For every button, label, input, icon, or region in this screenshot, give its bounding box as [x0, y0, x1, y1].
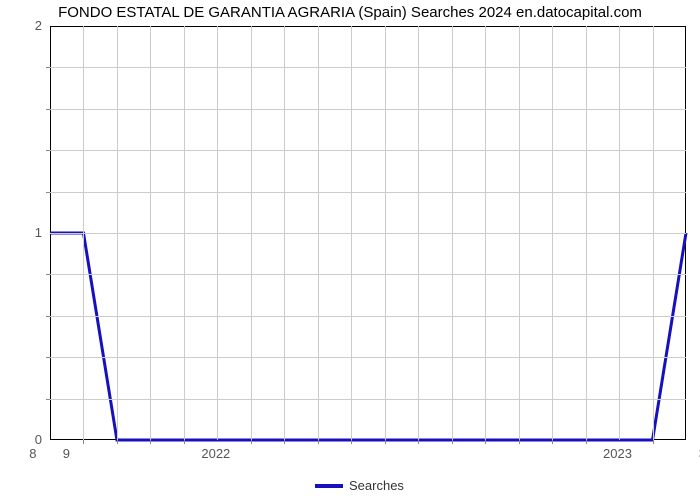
- y-axis-label: 2: [35, 18, 42, 33]
- grid-line-horizontal: [50, 357, 686, 358]
- x-axis-label: 2022: [201, 446, 230, 461]
- x-tick-minor: [519, 440, 520, 444]
- grid-line-horizontal: [50, 192, 686, 193]
- x-tick-minor: [452, 440, 453, 444]
- y-axis-label: 1: [35, 225, 42, 240]
- x-axis-outside-label: 8: [29, 446, 36, 461]
- x-tick-minor: [586, 440, 587, 444]
- y-tick-minor: [46, 192, 50, 193]
- chart-container: FONDO ESTATAL DE GARANTIA AGRARIA (Spain…: [0, 0, 700, 500]
- grid-line-horizontal: [50, 67, 686, 68]
- y-tick-minor: [46, 150, 50, 151]
- x-tick-minor: [351, 440, 352, 444]
- grid-line-horizontal: [50, 399, 686, 400]
- x-tick-minor: [150, 440, 151, 444]
- x-tick-minor: [485, 440, 486, 444]
- y-tick-minor: [46, 274, 50, 275]
- x-tick-minor: [318, 440, 319, 444]
- y-tick-minor: [46, 357, 50, 358]
- x-tick-minor: [117, 440, 118, 444]
- grid-line-horizontal: [50, 150, 686, 151]
- grid-line-horizontal: [50, 316, 686, 317]
- x-tick-minor: [552, 440, 553, 444]
- grid-line-horizontal: [50, 233, 686, 234]
- x-tick-minor: [418, 440, 419, 444]
- x-tick-minor: [83, 440, 84, 444]
- y-tick-minor: [46, 67, 50, 68]
- x-axis-label: 2023: [603, 446, 632, 461]
- y-axis-label: 0: [35, 432, 42, 447]
- grid-line-horizontal: [50, 109, 686, 110]
- x-tick-minor: [284, 440, 285, 444]
- y-tick-minor: [46, 109, 50, 110]
- x-tick-minor: [184, 440, 185, 444]
- series-line: [0, 0, 700, 500]
- legend: Searches: [315, 478, 404, 493]
- legend-label: Searches: [349, 478, 404, 493]
- x-tick-minor: [251, 440, 252, 444]
- grid-line-horizontal: [50, 274, 686, 275]
- x-tick-minor: [385, 440, 386, 444]
- x-axis-outside-label: 9: [63, 446, 70, 461]
- y-tick-minor: [46, 316, 50, 317]
- legend-swatch: [315, 484, 343, 488]
- x-tick-minor: [653, 440, 654, 444]
- y-tick-minor: [46, 399, 50, 400]
